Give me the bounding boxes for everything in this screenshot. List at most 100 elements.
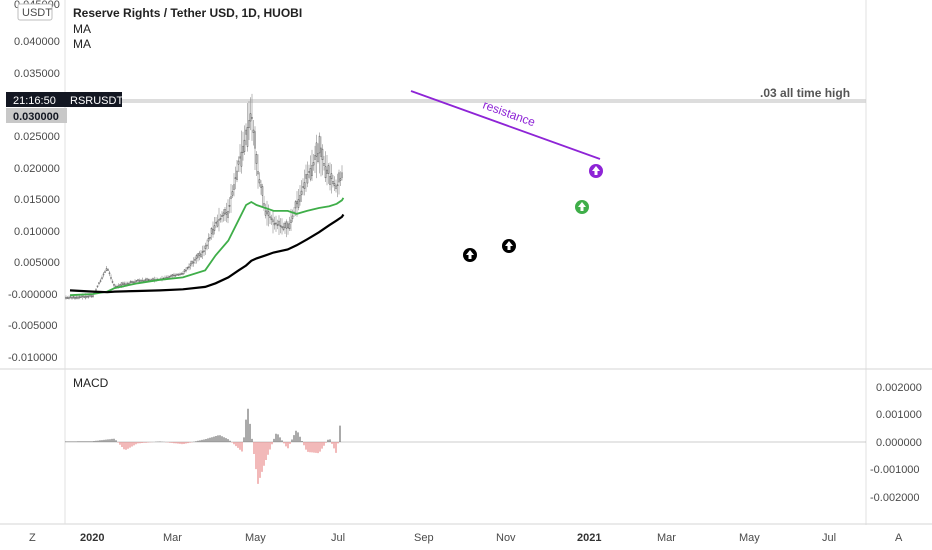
candle-body bbox=[92, 295, 94, 297]
time-label: Jul bbox=[331, 532, 345, 544]
time-label: May bbox=[739, 532, 760, 544]
price-tick: 0.005000 bbox=[14, 257, 60, 269]
candle-body bbox=[210, 228, 213, 234]
candle-body bbox=[108, 272, 111, 275]
indicator-ma-1[interactable]: MA bbox=[73, 22, 91, 36]
candle-body bbox=[326, 169, 328, 174]
candle-body bbox=[231, 191, 234, 196]
resistance-line[interactable] bbox=[410, 90, 601, 160]
candle-body bbox=[102, 273, 105, 276]
candle-body bbox=[306, 174, 309, 184]
candle-body bbox=[90, 295, 93, 298]
candle-body bbox=[77, 296, 79, 299]
candle-body bbox=[291, 215, 294, 219]
candle-body bbox=[146, 278, 148, 281]
time-label: Nov bbox=[496, 532, 516, 544]
arrow-glyph bbox=[578, 202, 586, 211]
candle-body bbox=[338, 172, 340, 183]
candle-body bbox=[198, 252, 201, 256]
ma-slow-line bbox=[69, 213, 345, 294]
price-tick: 0.025000 bbox=[14, 131, 60, 143]
candle-body bbox=[267, 211, 270, 216]
candle-body bbox=[321, 148, 324, 161]
time-label: Mar bbox=[163, 532, 182, 544]
candle-body bbox=[269, 216, 271, 218]
candle-body bbox=[72, 296, 75, 298]
candle-body bbox=[341, 172, 343, 178]
time-label: Sep bbox=[414, 532, 434, 544]
indicator-ma-2[interactable]: MA bbox=[73, 37, 91, 51]
chart-title: Reserve Rights / Tether USD, 1D, HUOBI bbox=[73, 6, 302, 20]
candle-body bbox=[228, 205, 231, 207]
candle-body bbox=[224, 209, 226, 215]
candle-body bbox=[144, 279, 147, 281]
macd-label: MACD bbox=[73, 376, 109, 390]
candle-body bbox=[137, 279, 139, 282]
candle-body bbox=[305, 174, 307, 179]
candle-body bbox=[176, 273, 178, 276]
candle-body bbox=[131, 280, 133, 283]
candle-body bbox=[132, 281, 135, 284]
price-tick: 0.010000 bbox=[14, 226, 60, 238]
candle-body bbox=[119, 284, 121, 286]
candle-body bbox=[171, 274, 174, 277]
candle-body bbox=[84, 296, 87, 299]
candle-body bbox=[69, 296, 72, 298]
candle-body bbox=[230, 196, 232, 199]
candle-body bbox=[74, 296, 76, 300]
candle-body bbox=[225, 212, 228, 215]
candle-body bbox=[134, 281, 136, 283]
candle-body bbox=[218, 219, 220, 221]
candle-body bbox=[297, 199, 300, 208]
candle-body bbox=[318, 135, 321, 154]
price-tick: -0.010000 bbox=[8, 352, 58, 364]
candle-body bbox=[339, 178, 342, 181]
candle-body bbox=[98, 282, 100, 284]
candle-body bbox=[104, 271, 106, 273]
zoom-button[interactable]: Z bbox=[29, 532, 36, 544]
candle-body bbox=[86, 295, 88, 298]
candle-body bbox=[227, 210, 229, 218]
candle-body bbox=[201, 251, 204, 253]
candle-body bbox=[249, 113, 252, 122]
currency-badge-box[interactable] bbox=[17, 3, 53, 21]
price-tag: 0.030000 bbox=[13, 111, 59, 123]
arrow-glyph bbox=[466, 250, 474, 259]
macd-axis[interactable]: 0.002000 0.001000 0.000000 -0.001000 -0.… bbox=[870, 382, 922, 504]
candle-body bbox=[101, 277, 103, 279]
candle-body bbox=[215, 222, 217, 224]
candle-body bbox=[195, 255, 198, 259]
candle-body bbox=[324, 166, 327, 179]
time-label: Mar bbox=[657, 532, 676, 544]
ath-label: .03 all time high bbox=[760, 86, 850, 100]
candle-body bbox=[174, 274, 177, 277]
candle-body bbox=[200, 253, 202, 258]
price-tick: -0.000000 bbox=[8, 289, 58, 301]
candle-body bbox=[87, 295, 90, 298]
time-axis[interactable]: 2020 Mar May Jul Sep Nov 2021 Mar May Ju… bbox=[80, 532, 836, 544]
candle-body bbox=[299, 195, 301, 202]
arrow-glyph bbox=[505, 241, 513, 250]
candle-body bbox=[236, 170, 238, 180]
candle-body bbox=[219, 218, 222, 220]
candle-body bbox=[138, 280, 141, 282]
candle-body bbox=[83, 296, 85, 298]
candle-body bbox=[147, 279, 150, 281]
candle-body bbox=[317, 153, 319, 162]
up-arrow-purple bbox=[589, 164, 603, 178]
candle-body bbox=[336, 184, 339, 187]
candle-body bbox=[197, 253, 199, 258]
candle-body bbox=[260, 184, 262, 188]
candle-body bbox=[185, 269, 187, 272]
candle-body bbox=[279, 225, 282, 227]
candle-body bbox=[207, 237, 210, 242]
symbol-tag-bg bbox=[67, 92, 122, 107]
auto-scale-button[interactable]: A bbox=[895, 532, 903, 544]
candle-body bbox=[320, 147, 322, 157]
candle-body bbox=[246, 127, 249, 147]
candle-body bbox=[180, 273, 183, 275]
candle-body bbox=[323, 163, 325, 166]
price-tick: -0.005000 bbox=[8, 320, 58, 332]
candle-body bbox=[203, 250, 205, 253]
